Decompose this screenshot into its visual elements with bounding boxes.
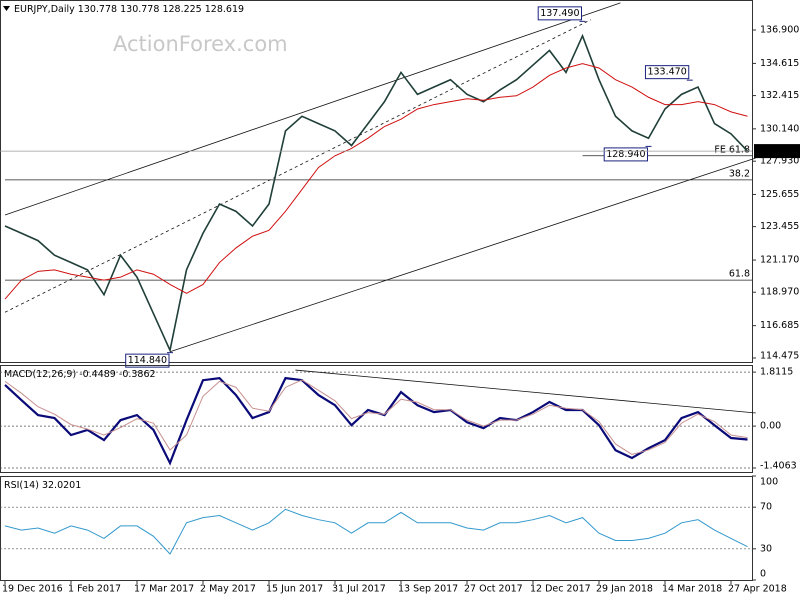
y-tick-label: 127.930 xyxy=(760,156,799,167)
panel-header: MACD(12,26,9) -0.4489 -0.3862 xyxy=(4,369,156,380)
x-tick-label: 12 Dec 2017 xyxy=(530,584,591,595)
annotation: 114.840 xyxy=(125,353,170,368)
header-value: 128.225 xyxy=(162,4,201,15)
annotation: 128.940 xyxy=(603,147,648,162)
y-tick-label: 118.970 xyxy=(760,287,799,298)
x-tick-label: 13 Sep 2017 xyxy=(398,584,458,595)
y-tick-label: 132.415 xyxy=(760,90,799,101)
y-tick-label: 0.00 xyxy=(760,421,781,432)
annotation-label: 137.490 xyxy=(540,8,579,19)
header-value: 128.619 xyxy=(205,4,244,15)
header-arrow xyxy=(3,6,10,11)
y-tick-label: 121.170 xyxy=(760,255,799,266)
panel-frame xyxy=(0,0,753,363)
y-tick-label: 70 xyxy=(760,502,772,513)
annotation-label: 114.840 xyxy=(128,355,167,366)
y-tick-label: 0 xyxy=(760,569,766,580)
x-tick-label: 29 Jan 2018 xyxy=(596,584,653,595)
series-line xyxy=(4,33,749,353)
annotation-box xyxy=(537,6,582,21)
annotation-label: 128.940 xyxy=(606,149,645,160)
header-value: 130.778 xyxy=(78,4,117,15)
trendline xyxy=(4,19,591,313)
annotation: 133.470 xyxy=(644,65,690,80)
x-tick-label: 2 May 2017 xyxy=(200,584,256,595)
annotation-box xyxy=(644,65,690,80)
level-label: 61.8 xyxy=(729,269,750,280)
trendline xyxy=(4,2,621,216)
last-price-box xyxy=(754,144,800,159)
x-tick-label: 14 Mar 2018 xyxy=(662,584,722,595)
x-tick-label: 27 Apr 2018 xyxy=(728,584,787,595)
annotation-box xyxy=(125,353,170,368)
y-tick-label: 130.140 xyxy=(760,123,799,134)
panel-title: EURJPY,Daily xyxy=(14,4,75,15)
x-tick-label: 19 Dec 2016 xyxy=(2,584,63,595)
y-tick-label: 1.8115 xyxy=(760,367,793,378)
header-value: -0.4489 xyxy=(79,369,116,380)
header-value: -0.3862 xyxy=(119,369,156,380)
panel-header: EURJPY,Daily 130.778 130.778 128.225 128… xyxy=(14,4,244,15)
watermark: ActionForex.com xyxy=(113,32,288,56)
panel-title: MACD(12,26,9) xyxy=(4,369,76,380)
y-tick-label: 125.655 xyxy=(760,189,799,200)
x-tick-label: 27 Oct 2017 xyxy=(464,584,523,595)
panel-frame xyxy=(0,365,753,473)
y-tick-label: -1.4063 xyxy=(760,461,797,472)
series-line xyxy=(4,508,748,555)
series-line xyxy=(4,376,748,466)
y-tick-label: 100 xyxy=(760,477,778,488)
x-tick-label: 15 Jun 2017 xyxy=(266,584,323,595)
x-tick-label: 17 Mar 2017 xyxy=(134,584,194,595)
level-label: 38.2 xyxy=(729,168,750,179)
y-tick-label: 123.455 xyxy=(760,221,799,232)
y-tick-label: 114.475 xyxy=(760,351,799,362)
level-label: FE 61.8 xyxy=(714,144,750,155)
header-value: 130.778 xyxy=(120,4,159,15)
x-tick-label: 1 Feb 2017 xyxy=(68,584,121,595)
trendline xyxy=(295,369,756,414)
series-line xyxy=(4,63,748,300)
panel-title: RSI(14) xyxy=(4,480,39,491)
panel-header: RSI(14) 32.0201 xyxy=(4,480,81,491)
y-tick-label: 30 xyxy=(760,543,772,554)
header-value: 32.0201 xyxy=(42,480,81,491)
x-tick-label: 31 Jul 2017 xyxy=(332,584,386,595)
y-tick-label: 116.685 xyxy=(760,320,799,331)
last-price-label: 128.619 xyxy=(758,146,797,157)
series-line xyxy=(4,379,748,455)
trendline xyxy=(169,157,756,353)
y-tick-label: 134.615 xyxy=(760,58,799,69)
y-tick-label: 136.900 xyxy=(760,24,799,35)
annotation: 137.490 xyxy=(537,6,582,21)
annotation-label: 133.470 xyxy=(647,67,686,78)
